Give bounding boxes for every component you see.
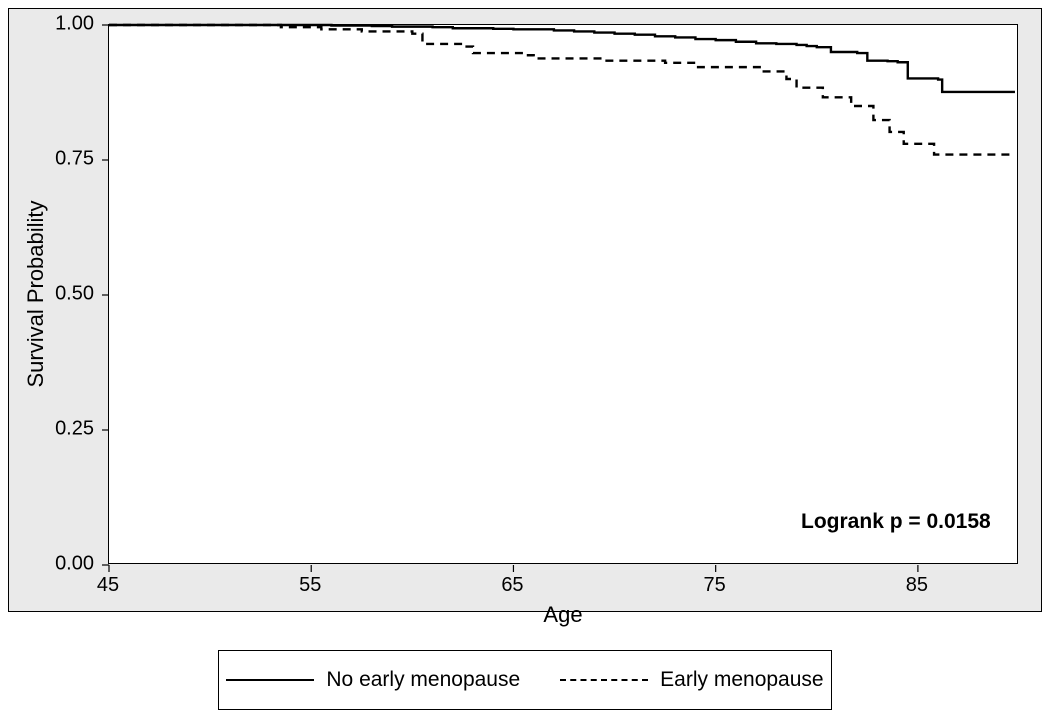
x-tick-label: 65: [501, 574, 523, 597]
figure-root: 0.000.250.500.751.00 4555657585 Survival…: [0, 0, 1050, 727]
y-axis-label: Survival Probability: [23, 200, 49, 387]
legend-line-icon: [226, 679, 314, 681]
plot-svg: [109, 25, 1019, 565]
logrank-annotation: Logrank p = 0.0158: [801, 510, 991, 534]
legend-item: No early menopause: [226, 668, 520, 692]
legend-item: Early menopause: [560, 668, 823, 692]
series-line: [109, 25, 1015, 92]
x-axis-label: Age: [543, 602, 582, 628]
legend-line-icon: [560, 679, 648, 681]
plot-area: [108, 24, 1018, 564]
legend-label: No early menopause: [326, 668, 520, 692]
x-tick-label: 75: [704, 574, 726, 597]
x-tick-label: 85: [906, 574, 928, 597]
legend: No early menopause Early menopause: [218, 650, 832, 710]
x-tick-label: 55: [299, 574, 321, 597]
series-line: [109, 25, 1015, 155]
legend-label: Early menopause: [660, 668, 823, 692]
x-tick-label: 45: [97, 574, 119, 597]
